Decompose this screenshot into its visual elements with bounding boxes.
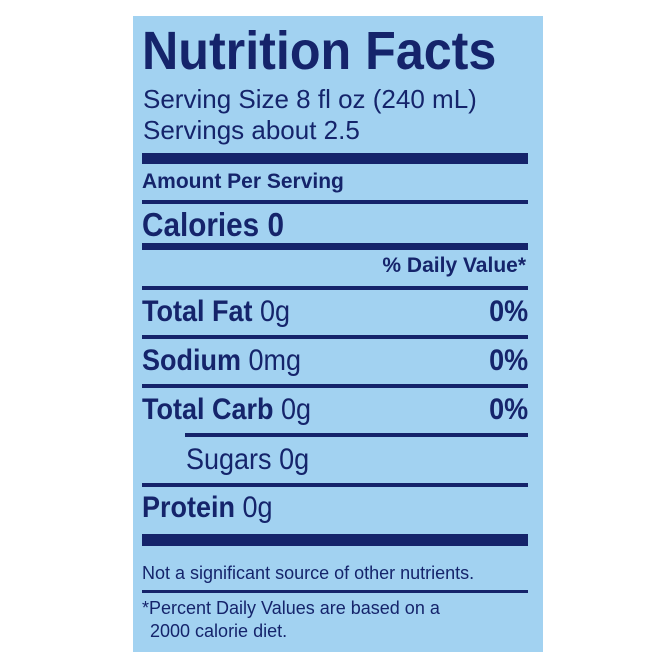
not-significant-note: Not a significant source of other nutrie…: [142, 563, 475, 583]
nutrient-amount: 0g: [279, 443, 310, 476]
nutrient-row-sodium: Sodium 0mg 0%: [142, 344, 528, 378]
nutrient-name: Total Fat: [142, 295, 253, 328]
calories: Calories 0: [142, 206, 284, 244]
calories-text: Calories 0: [142, 206, 284, 243]
divider: [142, 590, 528, 593]
serving-size: Serving Size 8 fl oz (240 mL): [143, 84, 477, 114]
nutrient-name: Total Carb: [142, 393, 274, 426]
thick-divider: [142, 153, 528, 164]
nutrient-name: Sodium: [142, 344, 241, 377]
divider: [142, 384, 528, 388]
nutrient-row-total-carb: Total Carb 0g 0%: [142, 393, 528, 427]
divider: [185, 433, 528, 437]
daily-value-header: % Daily Value*: [382, 254, 526, 277]
footnote-line-1: *Percent Daily Values are based on a: [142, 598, 440, 618]
nutrient-dv: 0%: [489, 393, 529, 426]
nutrient-row-sugars: Sugars 0g: [186, 443, 572, 477]
nutrient-amount: 0mg: [248, 344, 302, 377]
nutrition-label: [133, 16, 543, 652]
nutrient-row-total-fat: Total Fat 0g 0%: [142, 295, 528, 329]
divider: [142, 335, 528, 339]
nutrient-dv: 0%: [489, 344, 529, 377]
nutrient-dv: 0%: [489, 295, 529, 328]
divider: [142, 200, 528, 204]
nutrient-amount: 0g: [260, 295, 291, 328]
nutrient-amount: 0g: [242, 491, 273, 524]
medium-divider: [142, 243, 528, 250]
nutrient-row-protein: Protein 0g: [142, 491, 528, 525]
servings-per-container: Servings about 2.5: [143, 115, 360, 145]
divider: [142, 483, 528, 487]
divider: [142, 286, 528, 290]
amount-per-serving: Amount Per Serving: [142, 170, 344, 193]
nutrient-name: Protein: [142, 491, 236, 524]
nutrient-name: Sugars: [186, 443, 272, 476]
nutrient-amount: 0g: [281, 393, 312, 426]
footnote-line-2: 2000 calorie diet.: [150, 621, 288, 641]
label-title: Nutrition Facts: [142, 21, 497, 81]
thick-divider: [142, 534, 528, 546]
